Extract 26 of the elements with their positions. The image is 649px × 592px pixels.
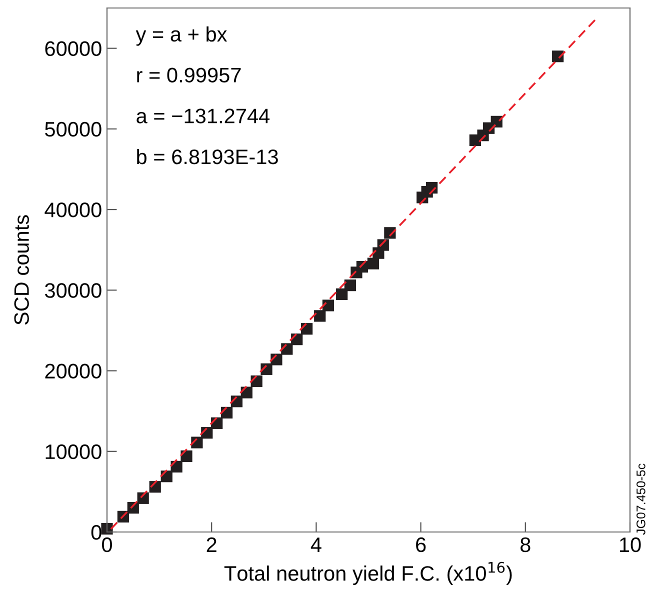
point: [336, 288, 348, 300]
annotation: a = −131.2744: [136, 108, 270, 124]
annotation: b = 6.8193E-13: [137, 148, 278, 164]
y-tick-label: 60000: [45, 41, 102, 56]
point: [180, 450, 192, 462]
y-axis-title: SCD counts: [14, 215, 29, 325]
x-tick-label: 4: [310, 538, 322, 552]
annotation: r = 0.99957: [137, 68, 241, 83]
y-tick-label: 50000: [45, 122, 102, 137]
x-axis-title: Total neutron yield F.C. (x10$^{16}$): [224, 562, 512, 585]
point: [322, 300, 334, 312]
point: [314, 310, 326, 322]
annotation: y = a + bx: [136, 26, 228, 46]
x-tick-label: 6: [416, 537, 426, 552]
y-tick-label: 20000: [45, 364, 102, 379]
x-tick-label: 8: [520, 537, 530, 552]
point: [367, 258, 380, 270]
text: JG07.450-5c: [636, 464, 646, 535]
y-tick-label: 30000: [45, 283, 102, 298]
point: [344, 280, 356, 292]
x-tick-label: 0: [102, 537, 112, 552]
x-tick-label: 10: [620, 537, 641, 552]
y-tick-label: 0: [91, 525, 102, 540]
x-tick-label: 2: [206, 537, 216, 552]
y-tick-label: 40000: [44, 202, 102, 218]
y-tick-label: 10000: [46, 444, 102, 460]
